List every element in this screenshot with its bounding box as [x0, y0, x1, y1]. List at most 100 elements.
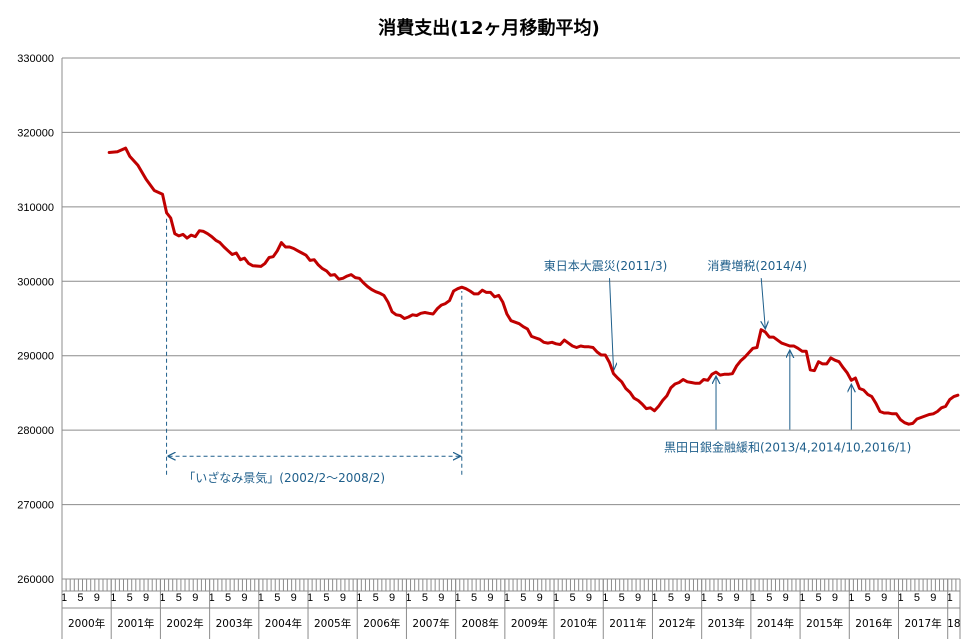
data-point: [387, 301, 389, 303]
x-month-label: 1: [602, 592, 608, 604]
x-month-label: 1: [61, 592, 67, 604]
data-point: [830, 357, 832, 359]
data-point: [834, 359, 836, 362]
data-point: [251, 264, 254, 267]
data-point: [871, 395, 873, 398]
data-point: [219, 241, 221, 244]
data-point: [743, 356, 746, 359]
data-point: [444, 302, 447, 305]
data-point: [547, 342, 549, 344]
data-point: [887, 412, 889, 414]
data-point: [297, 250, 299, 252]
data-point: [280, 241, 283, 244]
x-month-label: 1: [110, 592, 116, 604]
data-point: [452, 290, 455, 292]
data-point: [108, 151, 110, 154]
x-month-label: 9: [94, 592, 100, 604]
data-point: [723, 373, 725, 376]
y-tick-label: 260000: [17, 574, 54, 586]
x-year-label: 2006年: [363, 617, 400, 630]
series-line: [107, 146, 960, 426]
data-point: [764, 331, 766, 333]
data-point: [752, 347, 754, 350]
data-point: [936, 410, 939, 413]
x-month-label: 9: [684, 592, 690, 604]
x-year-label: 2012年: [658, 617, 695, 630]
data-point: [260, 265, 262, 268]
data-point: [395, 314, 398, 316]
y-tick-label: 290000: [17, 351, 54, 363]
data-point: [793, 345, 795, 347]
y-tick-label: 280000: [17, 425, 54, 437]
x-month-label: 5: [373, 592, 379, 604]
data-point: [514, 321, 516, 324]
data-point: [756, 346, 758, 349]
x-month-label: 5: [914, 592, 920, 604]
data-point: [485, 291, 488, 294]
data-point: [805, 350, 807, 353]
data-point: [854, 377, 857, 379]
data-point: [670, 386, 672, 389]
data-point: [510, 319, 512, 322]
data-point: [403, 317, 406, 320]
data-point: [383, 294, 385, 297]
data-point: [875, 402, 877, 405]
data-point: [567, 342, 570, 344]
data-point: [637, 399, 639, 402]
data-point: [825, 363, 828, 365]
data-point: [944, 405, 947, 408]
data-point: [780, 342, 783, 344]
data-point: [784, 343, 787, 346]
data-point: [165, 212, 168, 214]
data-point: [735, 365, 738, 367]
data-point: [907, 423, 910, 426]
data-point: [325, 270, 328, 272]
data-point: [292, 247, 295, 250]
data-point: [370, 288, 373, 291]
x-month-label: 5: [865, 592, 871, 604]
x-month-label: 5: [323, 592, 329, 604]
data-point: [559, 343, 561, 346]
data-point: [301, 252, 303, 254]
series-group: [107, 146, 960, 426]
data-point: [846, 372, 848, 374]
data-point: [379, 292, 381, 295]
data-point: [169, 217, 172, 219]
data-point: [338, 278, 340, 280]
data-point: [456, 287, 459, 290]
x-month-label: 1: [848, 592, 854, 604]
x-month-label: 9: [586, 592, 592, 604]
data-point: [526, 328, 529, 330]
data-point: [342, 277, 344, 280]
x-month-label: 9: [733, 592, 739, 604]
data-point: [469, 290, 471, 292]
data-point: [194, 235, 197, 238]
data-point: [608, 361, 611, 364]
x-year-label: 2015年: [806, 617, 843, 630]
x-month-label: 5: [668, 592, 674, 604]
data-point: [768, 336, 771, 338]
x-month-label: 9: [389, 592, 395, 604]
data-point: [190, 234, 192, 236]
data-point: [235, 252, 238, 254]
data-point: [772, 336, 775, 338]
x-month-label: 9: [438, 592, 444, 604]
data-point: [924, 415, 926, 417]
x-year-label: 2000年: [68, 617, 105, 630]
x-year-label: 2013年: [708, 617, 745, 630]
data-point: [690, 381, 693, 384]
data-point: [625, 387, 627, 390]
x-month-label: 9: [881, 592, 887, 604]
y-tick-label: 320000: [17, 127, 54, 139]
data-point: [506, 313, 508, 315]
data-point: [842, 366, 844, 369]
x-year-label: 2011年: [609, 617, 646, 630]
x-year-label: 2008年: [462, 617, 499, 630]
data-point: [350, 273, 352, 276]
data-point: [182, 233, 184, 236]
data-point: [661, 399, 664, 402]
data-point: [210, 235, 213, 238]
data-point: [789, 345, 791, 347]
data-point: [862, 389, 865, 391]
